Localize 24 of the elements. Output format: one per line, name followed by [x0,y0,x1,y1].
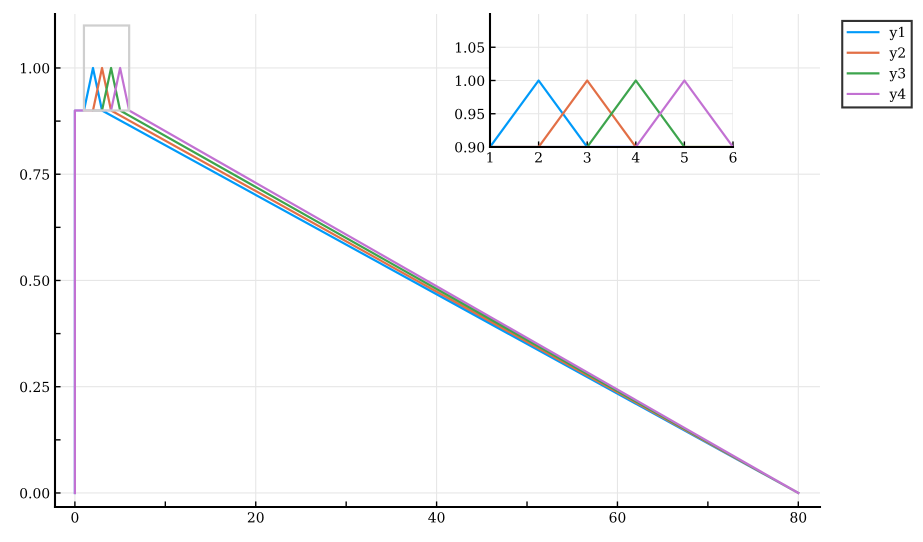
y-tick-label: 1.05 [456,42,484,53]
x-tick-label: 3 [584,152,591,163]
x-tick-label: 6 [730,152,737,163]
x-tick-label: 1 [487,152,492,162]
x-tick-label: 0 [71,512,78,523]
legend-label: y3 [889,68,906,82]
y-tick-label: 1.00 [20,62,50,74]
legend-label: y1 [889,26,904,40]
y-tick-label: 0.75 [20,169,50,180]
x-tick-label: 80 [790,512,806,523]
x-tick-label: 4 [632,152,640,162]
y-tick-label: 0.95 [455,108,484,120]
x-tick-label: 5 [681,152,688,163]
y-tick-label: 1.00 [456,75,484,86]
legend-label: y4 [889,88,906,102]
x-tick-label: 2 [535,152,542,162]
y-tick-label: 0.90 [455,142,484,152]
y-tick-label: 0.25 [20,382,50,392]
x-tick-label: 60 [610,512,626,523]
x-tick-label: 20 [248,512,264,523]
y-tick-label: 0.50 [20,275,50,286]
y-tick-label: 0.00 [20,488,50,498]
x-tick-label: 40 [428,512,445,523]
legend-label: y2 [889,47,905,61]
